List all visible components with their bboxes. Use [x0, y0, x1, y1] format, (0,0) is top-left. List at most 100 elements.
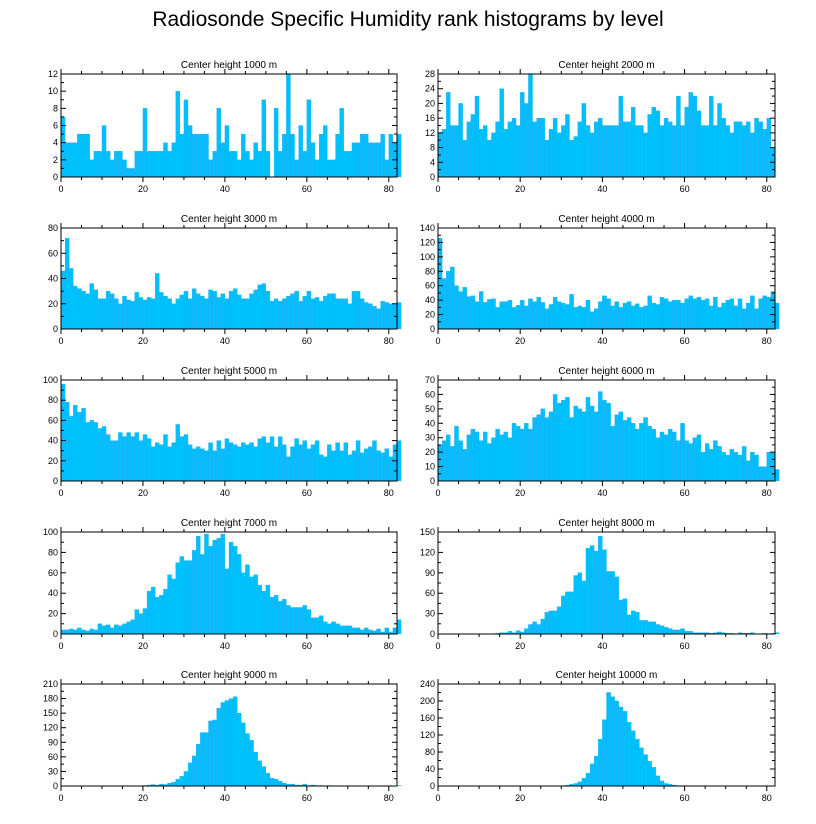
bar: [655, 437, 661, 482]
bar: [97, 151, 103, 178]
y-tick-label: 80: [48, 547, 58, 557]
bar: [237, 294, 242, 330]
bar: [487, 443, 492, 482]
bar: [532, 121, 537, 178]
bar: [118, 432, 123, 482]
bar: [327, 293, 332, 330]
bar: [269, 301, 275, 330]
bar: [187, 560, 193, 635]
y-tick-label: 20: [425, 447, 435, 457]
bar: [212, 719, 217, 787]
bar: [183, 99, 189, 178]
bar: [774, 302, 780, 330]
bar: [351, 627, 357, 635]
panel-title: Center height 2000 m: [558, 60, 654, 71]
x-tick-label: 0: [58, 793, 63, 803]
bar: [725, 454, 730, 482]
bar: [458, 440, 463, 482]
chart-panel-6: Center height 6000 m 0 10 20 30 40 50 60 70 0 20 40…: [425, 366, 780, 498]
bar: [183, 771, 189, 787]
bar: [713, 440, 718, 482]
bar: [134, 609, 140, 635]
bar: [520, 92, 525, 178]
bar: [335, 623, 340, 635]
bar: [548, 129, 554, 178]
bar: [179, 556, 185, 635]
chart-panel-8: Center height 8000 m 0 30 60 90 120 150 0 20 40 60…: [420, 518, 780, 651]
bar: [663, 434, 669, 482]
bar: [454, 285, 459, 330]
bar: [741, 125, 747, 178]
panel-title: Center height 6000 m: [558, 366, 654, 377]
bar: [89, 628, 94, 635]
bar: [643, 132, 648, 178]
bar: [589, 132, 595, 178]
bar: [364, 448, 369, 482]
bar: [97, 298, 103, 330]
bar: [639, 747, 644, 787]
bar: [754, 308, 759, 330]
y-tick-label: 100: [43, 375, 58, 385]
bar: [536, 414, 541, 482]
bar: [314, 440, 320, 482]
bar: [614, 414, 619, 482]
bar: [454, 426, 459, 482]
bar: [368, 446, 373, 482]
bar: [155, 597, 160, 635]
bar: [750, 451, 755, 482]
bar: [237, 554, 242, 635]
bar: [478, 291, 484, 330]
bar: [314, 617, 320, 635]
bar: [282, 444, 287, 482]
bar: [142, 108, 148, 178]
bar: [380, 452, 385, 482]
bar: [183, 560, 189, 635]
bar: [359, 298, 365, 330]
bar: [77, 133, 82, 178]
bar: [130, 619, 135, 635]
chart-panel-1: Center height 1000 m 0 2 4 6 8 10 12 0 20 40 60 80: [48, 60, 402, 194]
y-tick-label: 60: [425, 281, 435, 291]
bar: [700, 299, 706, 330]
bar: [175, 424, 180, 482]
x-tick-label: 40: [597, 641, 607, 651]
bar: [331, 450, 336, 482]
bar: [232, 444, 238, 482]
bar: [610, 426, 615, 482]
x-tick-label: 60: [680, 793, 690, 803]
x-tick-label: 0: [435, 641, 440, 651]
bar: [122, 623, 127, 635]
bar: [228, 542, 234, 635]
bar: [692, 437, 698, 482]
bar: [245, 733, 250, 787]
bar: [97, 428, 103, 482]
bar: [561, 400, 566, 482]
bar: [639, 125, 644, 178]
bar: [171, 442, 176, 482]
bar: [392, 627, 398, 635]
bar: [585, 548, 591, 635]
x-tick-label: 20: [138, 336, 148, 346]
bar: [557, 402, 562, 482]
bar: [150, 446, 156, 482]
bar: [85, 133, 90, 178]
bar: [688, 295, 693, 330]
bar: [101, 625, 107, 635]
bar: [278, 436, 283, 482]
bar: [364, 133, 369, 178]
y-tick-label: 0: [430, 172, 435, 182]
bar: [741, 446, 747, 482]
bar: [577, 305, 582, 330]
bar: [737, 454, 743, 482]
bar: [294, 607, 299, 635]
bar: [208, 546, 213, 635]
bar: [709, 95, 714, 178]
bar: [323, 125, 328, 178]
bar: [249, 442, 254, 482]
y-tick-label: 0: [53, 172, 58, 182]
bar: [331, 621, 336, 635]
x-tick-label: 0: [435, 488, 440, 498]
x-tick-label: 80: [384, 793, 394, 803]
bar: [376, 450, 381, 482]
bar: [647, 621, 652, 635]
